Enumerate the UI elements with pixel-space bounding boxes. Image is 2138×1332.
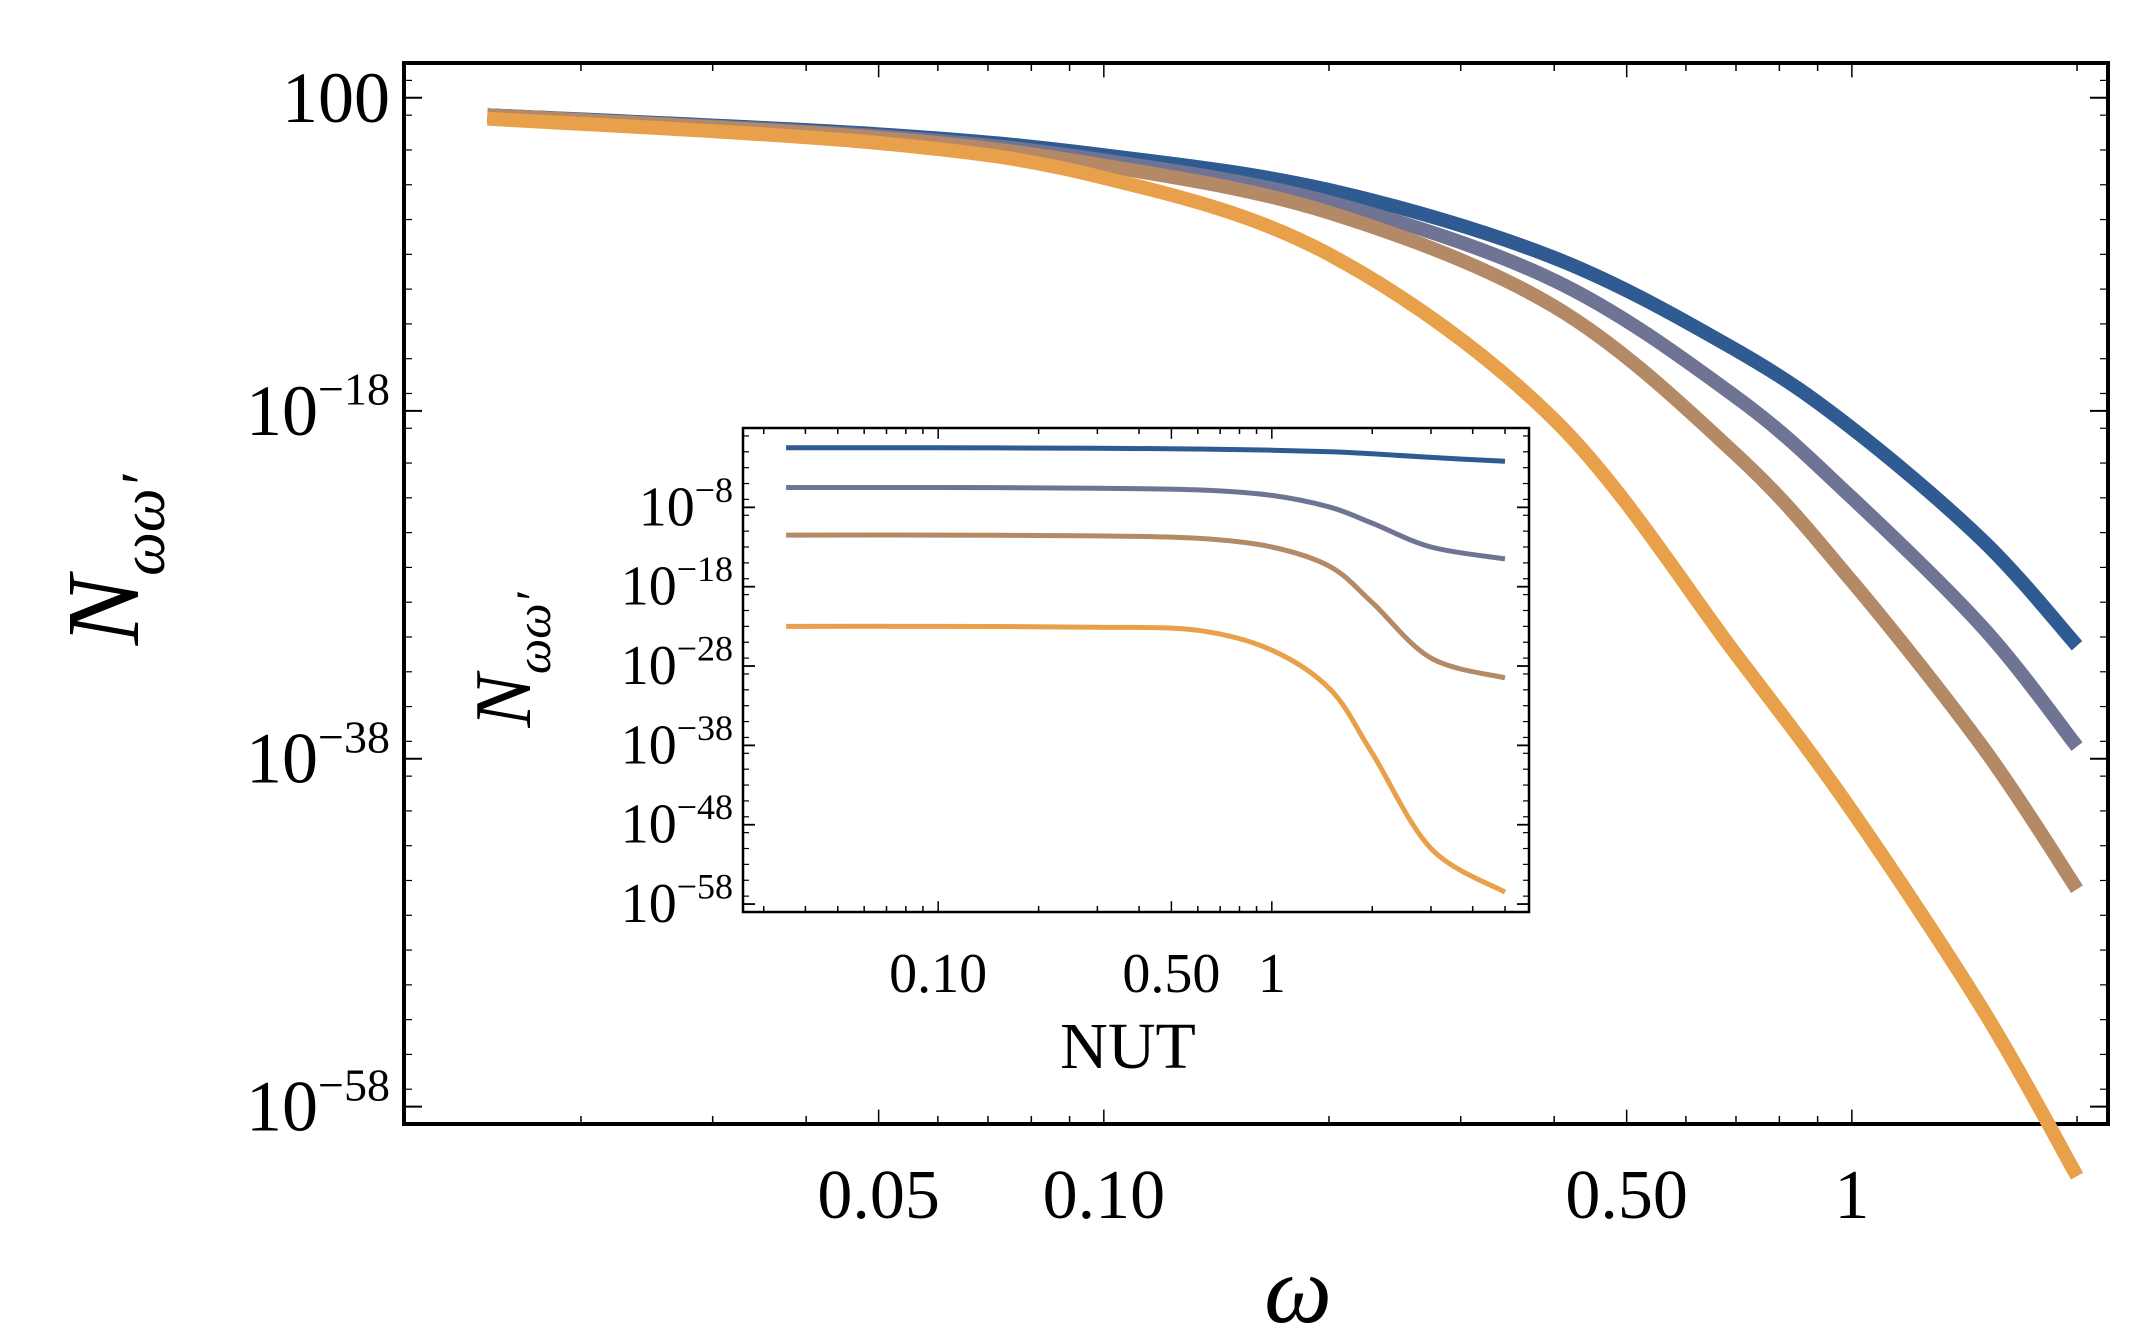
series-line-inset-curve-3 (786, 532, 1506, 681)
inset-y-axis-label: Nωω′ (460, 591, 561, 728)
y-axis-label: Nωω′ (46, 473, 178, 646)
y-tick-label: 100 (282, 58, 390, 138)
y-tick-label: 10−8 (639, 470, 733, 539)
x-tick-label: 1 (1834, 1157, 1869, 1234)
main-plot: 100 10−18 10−38 10−58 0.05 0.10 0.50 1 ω Nωω′ (46, 58, 2110, 1332)
inset-x-axis-label: NUT (1060, 1010, 1196, 1083)
series-line-inset-curve-2 (786, 484, 1506, 562)
y-tick-label: 10−58 (621, 867, 733, 936)
x-tick-label: 0.05 (817, 1157, 940, 1234)
inset-x-tick-label: 0.10 (889, 943, 987, 1005)
inset-plot: 10−8 10−18 10−28 10−38 10−48 10−58 0.10 0.50 1 NU… (460, 426, 1531, 1083)
series-line-inset-curve-1 (786, 445, 1506, 464)
y-tick-label: 10−48 (621, 787, 733, 856)
x-tick-label: 0.10 (1043, 1157, 1166, 1234)
y-tick-label: 10−18 (621, 549, 733, 618)
inset-plot-frame (741, 426, 1531, 914)
y-tick-label: 10−28 (621, 629, 733, 698)
inset-x-tick-label: 0.50 (1122, 943, 1220, 1005)
y-tick-label: 10−38 (246, 711, 390, 798)
x-tick-label: 0.50 (1565, 1157, 1688, 1234)
y-tick-label: 10−18 (246, 364, 390, 451)
y-tick-label: 10−38 (621, 708, 733, 777)
series-line-curve-4 (487, 111, 2084, 1180)
x-axis-label: ω (1264, 1236, 1332, 1332)
inset-x-tick-label: 1 (1258, 943, 1286, 1005)
y-tick-label: 10−58 (246, 1059, 390, 1146)
series-line-inset-curve-4 (786, 623, 1507, 895)
